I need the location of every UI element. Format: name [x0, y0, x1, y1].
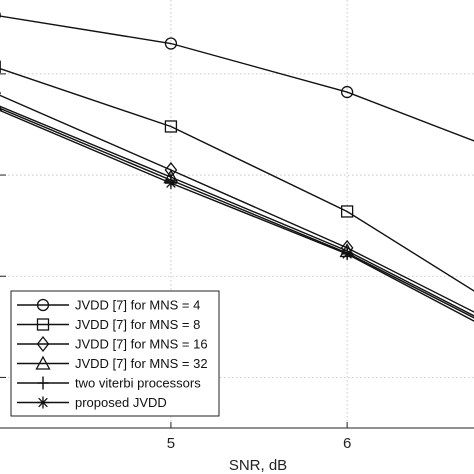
square-marker — [36, 318, 50, 331]
x-axis-label: SNR, dB — [229, 457, 287, 474]
asterisk-marker — [164, 177, 177, 190]
legend-label: two viterbi processors — [75, 376, 201, 391]
asterisk-marker — [0, 107, 1, 109]
series-lines — [0, 12, 474, 322]
legend-entry: JVDD [7] for MNS = 32 — [17, 355, 208, 371]
legend-entry: two viterbi processors — [17, 376, 201, 391]
square-marker — [164, 120, 178, 133]
circle-marker — [36, 298, 50, 312]
series-line — [0, 107, 474, 319]
legend-label: JVDD [7] for MNS = 4 — [75, 298, 200, 313]
legend-label: proposed JVDD — [75, 395, 167, 410]
series-line — [0, 105, 474, 317]
plus-marker — [37, 376, 49, 390]
legend-box — [10, 290, 220, 417]
legend-entry: JVDD [7] for MNS = 8 — [17, 317, 200, 332]
circle-marker — [164, 37, 178, 50]
series-line — [0, 67, 474, 292]
square-marker — [340, 205, 354, 218]
legend-entry: JVDD [7] for MNS = 16 — [17, 335, 208, 353]
axes — [0, 422, 474, 429]
series-square — [0, 60, 474, 292]
series-line — [0, 94, 474, 313]
legend-label: JVDD [7] for MNS = 8 — [75, 317, 200, 332]
series-line — [0, 15, 474, 142]
triangle-marker — [35, 355, 51, 370]
x-tick-label: 5 — [167, 435, 175, 452]
series-asterisk — [0, 107, 474, 322]
asterisk-marker — [341, 247, 354, 260]
legend-label: JVDD [7] for MNS = 16 — [75, 337, 208, 352]
asterisk-marker — [37, 396, 49, 409]
series-circle — [0, 12, 474, 142]
x-tick-label: 6 — [343, 435, 351, 452]
legend-entry: JVDD [7] for MNS = 4 — [17, 298, 200, 313]
legend-label: JVDD [7] for MNS = 32 — [75, 356, 208, 371]
circle-marker — [340, 85, 354, 99]
series-line — [0, 109, 474, 322]
legend: JVDD [7] for MNS = 4 JVDD [7] for MNS = 8… — [10, 290, 220, 417]
legend-entry: proposed JVDD — [17, 395, 167, 410]
diamond-marker — [36, 335, 50, 353]
